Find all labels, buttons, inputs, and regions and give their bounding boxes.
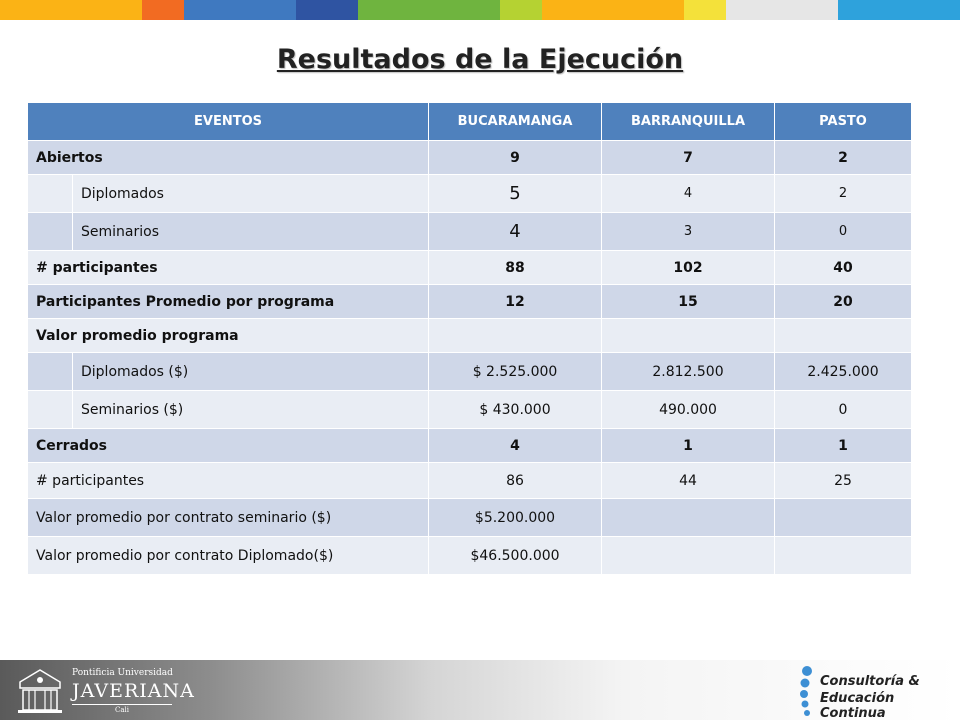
table-cell: $ 2.525.000 [428,352,603,391]
table-row: Abiertos 9 7 2 [26,140,913,175]
indent-cell [27,390,73,429]
table-row: Diplomados 5 4 2 [27,174,913,213]
table-cell: 7 [601,140,776,175]
footer-band [0,660,960,720]
row-label: Valor promedio por contrato seminario ($… [26,498,430,537]
table-cell: 4 [601,174,776,213]
table-cell: 15 [601,284,776,319]
table-cell: 490.000 [601,390,776,429]
color-segment [684,0,726,20]
table-cell: 3 [601,212,776,251]
page-title: Resultados de la Ejecución [276,44,684,75]
table-row: Valor promedio por contrato seminario ($… [26,498,913,537]
table-cell [774,498,913,537]
color-segment [542,0,684,20]
table-cell: 9 [428,140,603,175]
color-segment [0,0,142,20]
table-cell: $5.200.000 [428,498,603,537]
indent-cell [27,352,73,391]
color-segment [184,0,296,20]
row-label: Abiertos [26,140,430,175]
indent-cell [27,212,73,251]
table-row: Valor promedio por contrato Diplomado($)… [26,536,913,575]
dots-icon [800,666,812,716]
unit-name-line2: Educación Continua [820,691,895,721]
color-segment [296,0,358,20]
row-label: Seminarios ($) [71,390,430,429]
color-segment [838,0,960,20]
top-color-bar [0,0,960,20]
table-row: # participantes 88 102 40 [26,250,913,285]
table-cell: 2 [774,174,913,213]
table-row: Seminarios 4 3 0 [27,212,913,251]
university-name-line1: Pontificia Universidad [72,668,173,678]
table-cell [774,318,913,353]
row-label: Valor promedio programa [26,318,430,353]
indent-cell [27,174,73,213]
header-eventos: EVENTOS [26,102,430,141]
table-cell: $ 430.000 [428,390,603,429]
table-cell: 20 [774,284,913,319]
university-name-line2: JAVERIANA [72,680,195,702]
row-label: Seminarios [71,212,430,251]
table-cell [601,536,776,575]
table-header-row: EVENTOS BUCARAMANGA BARRANQUILLA PASTO [26,102,913,141]
row-label: Diplomados [71,174,430,213]
table-cell [774,536,913,575]
table-row: Seminarios ($) $ 430.000 490.000 0 [27,390,913,429]
header-barranquilla: BARRANQUILLA [601,102,776,141]
table-cell: 44 [601,462,776,499]
results-table: EVENTOS BUCARAMANGA BARRANQUILLA PASTO A… [26,102,913,575]
table-row: Cerrados 4 1 1 [26,428,913,463]
consultoria-logo: Consultoría & Educación Continua [798,664,958,721]
table-cell: 25 [774,462,913,499]
row-label: Diplomados ($) [71,352,430,391]
table-cell: 0 [774,390,913,429]
color-segment [726,0,838,20]
table-cell: 0 [774,212,913,251]
javeriana-logo: Pontificia Universidad JAVERIANA Cali [14,666,194,716]
row-label: Valor promedio por contrato Diplomado($) [26,536,430,575]
table-cell: 88 [428,250,603,285]
university-city: Cali [72,704,172,714]
table-cell: 2 [774,140,913,175]
table-cell: $46.500.000 [428,536,603,575]
table-cell: 5 [428,174,603,213]
unit-name-line1: Consultoría & [820,674,920,689]
header-pasto: PASTO [774,102,913,141]
table-cell [428,318,603,353]
table-cell: 86 [428,462,603,499]
crest-icon [18,669,62,713]
table-cell: 4 [428,428,603,463]
table-cell: 1 [774,428,913,463]
header-bucaramanga: BUCARAMANGA [428,102,603,141]
row-label: Participantes Promedio por programa [26,284,430,319]
row-label: # participantes [26,250,430,285]
table-cell: 102 [601,250,776,285]
row-label: # participantes [26,462,430,499]
table-cell: 4 [428,212,603,251]
table-row: Participantes Promedio por programa 12 1… [26,284,913,319]
color-segment [500,0,542,20]
table-cell [601,498,776,537]
table-row: # participantes 86 44 25 [26,462,913,499]
table-cell: 2.812.500 [601,352,776,391]
color-segment [358,0,500,20]
table-cell: 2.425.000 [774,352,913,391]
table-cell [601,318,776,353]
table-cell: 40 [774,250,913,285]
table-row: Diplomados ($) $ 2.525.000 2.812.500 2.4… [27,352,913,391]
table-cell: 12 [428,284,603,319]
row-label: Cerrados [26,428,430,463]
color-segment [142,0,184,20]
table-row: Valor promedio programa [26,318,913,353]
table-cell: 1 [601,428,776,463]
